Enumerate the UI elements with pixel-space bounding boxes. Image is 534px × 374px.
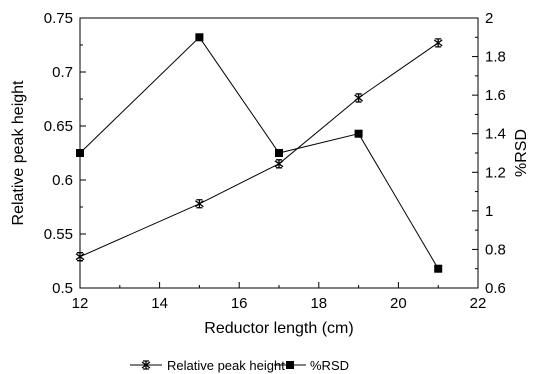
right-y-axis: 0.6 0.8 1 1.2 1.4 1.6 1.8 2 xyxy=(472,10,506,297)
right-y-tick-label: 1.8 xyxy=(485,49,506,66)
x-tick-label: 16 xyxy=(231,295,248,312)
x-axis-title: Reductor length (cm) xyxy=(204,320,353,337)
legend-item-rsd: %RSD xyxy=(274,358,349,373)
legend-item-relative-peak-height: Relative peak height xyxy=(130,358,285,373)
x-tick-label: 18 xyxy=(310,295,327,312)
right-y-tick-label: 2 xyxy=(485,10,493,27)
right-y-tick-label: 1 xyxy=(485,203,493,220)
right-y-tick-label: 0.8 xyxy=(485,241,506,258)
data-point-rsd xyxy=(275,149,283,157)
data-point-relative-peak-height xyxy=(354,93,363,103)
left-y-tick-label: 0.5 xyxy=(52,280,73,297)
x-tick-label: 22 xyxy=(470,295,487,312)
data-point-rsd xyxy=(76,149,84,157)
x-axis: 12 14 16 18 20 22 xyxy=(72,282,487,312)
data-point-relative-peak-height xyxy=(75,252,85,262)
right-y-tick-label: 1.4 xyxy=(485,126,506,143)
x-tick-label: 12 xyxy=(72,295,89,312)
left-y-tick-label: 0.65 xyxy=(44,118,73,135)
series-layer xyxy=(75,33,443,273)
legend-marker-error-bar xyxy=(141,360,151,370)
data-point-rsd xyxy=(195,33,204,42)
data-point-relative-peak-height xyxy=(195,199,204,209)
left-y-tick-label: 0.6 xyxy=(52,172,73,189)
x-tick-label: 20 xyxy=(390,295,407,312)
series-line-relative-peak-height xyxy=(79,42,439,258)
series-line-rsd xyxy=(79,36,439,269)
data-point-relative-peak-height xyxy=(274,159,284,169)
x-tick-label: 14 xyxy=(151,295,168,312)
data-point-rsd xyxy=(434,264,443,273)
left-y-axis-title: Relative peak height xyxy=(10,80,27,226)
right-y-tick-label: 0.6 xyxy=(485,280,506,297)
right-y-axis-title: %RSD xyxy=(513,129,530,177)
data-point-rsd xyxy=(354,129,363,138)
left-y-tick-label: 0.75 xyxy=(44,10,73,27)
left-y-tick-label: 0.55 xyxy=(44,226,73,243)
legend-marker-square xyxy=(286,361,294,369)
data-point-relative-peak-height xyxy=(433,38,443,48)
right-y-tick-label: 1.2 xyxy=(485,164,506,181)
legend: Relative peak height %RSD xyxy=(130,358,349,373)
legend-label-relative-peak-height: Relative peak height xyxy=(167,358,285,373)
left-y-tick-label: 0.7 xyxy=(52,64,73,81)
legend-label-rsd: %RSD xyxy=(310,358,349,373)
right-y-tick-label: 1.6 xyxy=(485,87,506,104)
